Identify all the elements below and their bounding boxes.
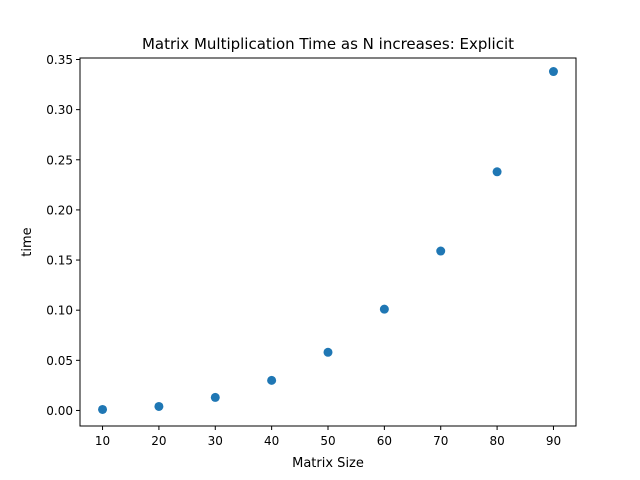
y-tick-label: 0.10 [46,304,73,318]
y-tick-label: 0.20 [46,203,73,217]
x-tick-label: 10 [95,434,110,448]
x-axis: 10 20 30 40 50 60 70 80 90 [95,426,561,448]
plot-area [79,57,577,427]
x-tick-label: 20 [151,434,166,448]
y-tick-label: 0.00 [46,404,73,418]
y-axis: 0.00 0.05 0.10 0.15 0.20 0.25 0.30 0.35 [46,53,80,418]
y-tick-label: 0.05 [46,354,73,368]
y-tick-label: 0.15 [46,254,73,268]
data-point [379,304,389,314]
y-tick-label: 0.30 [46,103,73,117]
chart-title: Matrix Multiplication Time as N increase… [142,35,514,53]
data-point [267,375,277,385]
y-axis-label: time [20,227,35,256]
x-tick-label: 40 [264,434,279,448]
x-tick-label: 50 [320,434,335,448]
data-point [492,167,502,177]
data-point [210,392,220,402]
x-tick-label: 80 [489,434,504,448]
data-point [548,67,558,77]
data-point [154,401,164,411]
data-point [436,246,446,256]
x-tick-label: 30 [208,434,223,448]
y-tick-label: 0.35 [46,53,73,67]
data-point [98,404,108,414]
x-tick-label: 90 [546,434,561,448]
y-tick-label: 0.25 [46,153,73,167]
x-tick-label: 70 [433,434,448,448]
data-points [98,67,558,414]
data-point [323,347,333,357]
x-tick-label: 60 [377,434,392,448]
x-axis-label: Matrix Size [292,456,364,471]
